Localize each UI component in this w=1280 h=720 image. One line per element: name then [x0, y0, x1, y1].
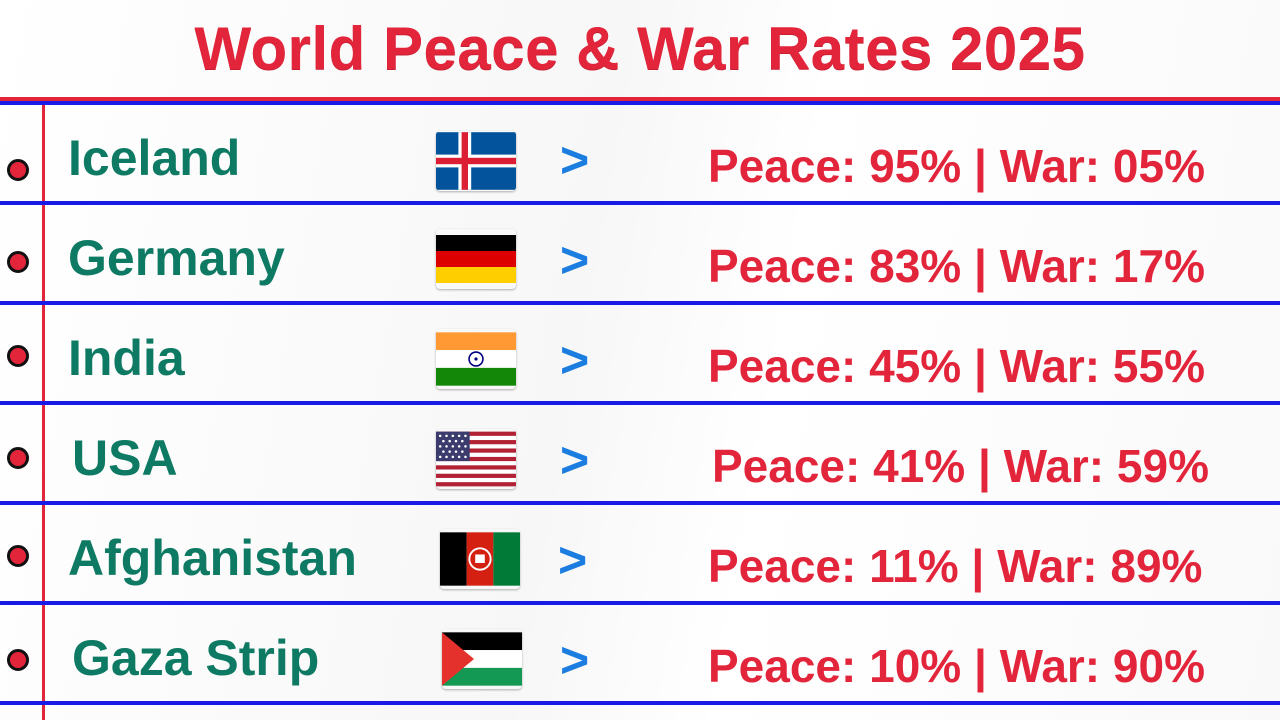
- peace-war-rate: Peace: 10% | War: 90%: [708, 640, 1205, 692]
- country-name: USA: [72, 430, 178, 486]
- chevron-right-icon: >: [558, 532, 588, 588]
- country-name: Germany: [68, 230, 285, 286]
- bullet-dot-icon: [7, 447, 29, 469]
- peace-war-rate: Peace: 45% | War: 55%: [708, 340, 1205, 392]
- list-item: Afghanistan > Peace: 11% | War: 89%: [0, 501, 1280, 601]
- list-item: USA: [0, 401, 1280, 501]
- peace-war-rate: Peace: 41% | War: 59%: [712, 440, 1209, 492]
- bullet-dot-icon: [7, 345, 29, 367]
- list-item: Gaza Strip > Peace: 10% | War: 90%: [0, 601, 1280, 701]
- chevron-right-icon: >: [560, 332, 590, 388]
- usa-flag-icon: [436, 429, 516, 489]
- list-item: India > Peace: 45% | War: 55%: [0, 301, 1280, 401]
- bullet-dot-icon: [7, 649, 29, 671]
- chevron-right-icon: >: [560, 132, 590, 188]
- bullet-dot-icon: [7, 545, 29, 567]
- india-flag-icon: [436, 329, 516, 389]
- chevron-right-icon: >: [560, 232, 590, 288]
- country-name: Gaza Strip: [72, 630, 320, 686]
- country-list: Iceland > Peace: 95% | War: 05% Germany: [0, 101, 1280, 705]
- bullet-dot-icon: [7, 251, 29, 273]
- country-name: Afghanistan: [68, 530, 357, 586]
- peace-war-rate: Peace: 11% | War: 89%: [708, 540, 1203, 592]
- iceland-flag-icon: [436, 131, 516, 191]
- afghanistan-flag-icon: [440, 529, 520, 589]
- country-name: Iceland: [68, 130, 241, 186]
- chevron-right-icon: >: [560, 432, 590, 488]
- palestine-flag-icon: [442, 629, 522, 689]
- peace-war-rate: Peace: 83% | War: 17%: [708, 240, 1205, 292]
- germany-flag-icon: [436, 229, 516, 289]
- country-name: India: [68, 330, 185, 386]
- chevron-right-icon: >: [560, 632, 590, 688]
- row-divider: [0, 701, 1280, 705]
- list-item: Iceland > Peace: 95% | War: 05%: [0, 101, 1280, 201]
- peace-war-rate: Peace: 95% | War: 05%: [708, 140, 1205, 192]
- header-divider: [0, 97, 1280, 101]
- bullet-dot-icon: [7, 159, 29, 181]
- margin-rule: [42, 97, 45, 720]
- page-title: World Peace & War Rates 2025: [194, 15, 1086, 82]
- list-item: Germany > Peace: 83% | War: 17%: [0, 201, 1280, 301]
